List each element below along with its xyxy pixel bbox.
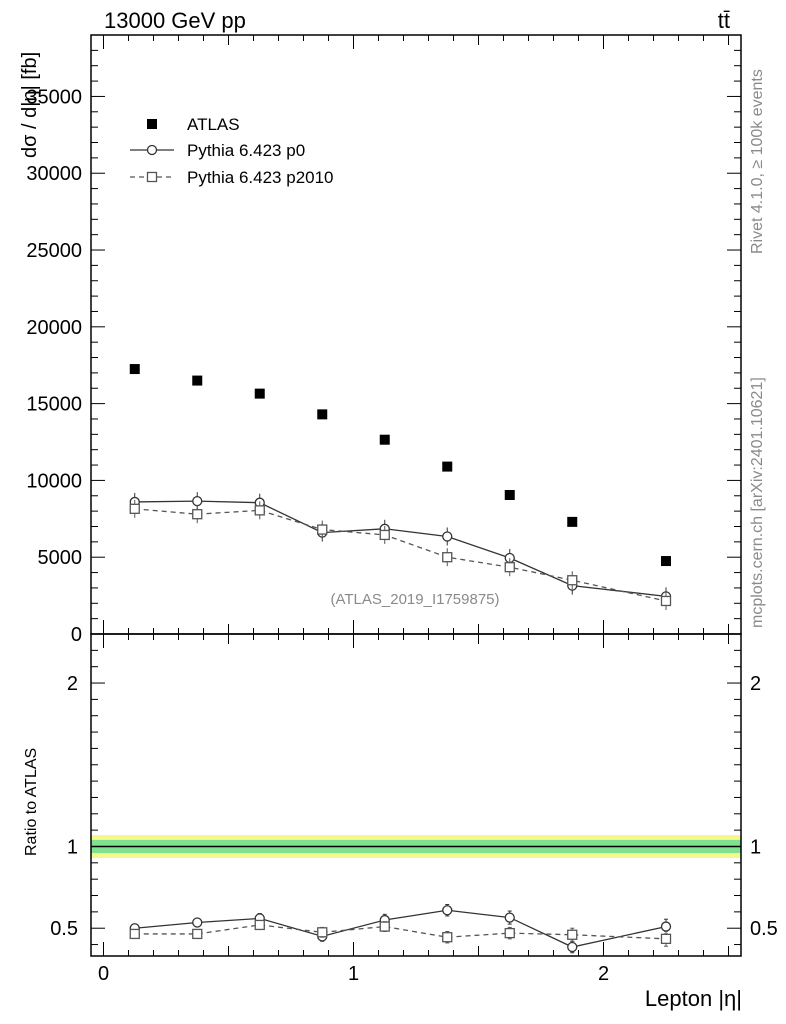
ratio-point [504,927,515,939]
data-point [661,556,671,567]
axes-ticks: 0 1 2 0 5000 10000 15000 20000 25000 30000 35000 0.… [26,34,778,985]
x-tick-label: 0 [98,963,109,985]
y-tick-label: 20000 [26,317,82,339]
data-point [192,509,203,520]
ratio-y-tick-label: 1 [67,836,78,858]
y-tick-label: 5000 [38,547,83,569]
main-ylabel: dσ / d|η| [fb] [19,52,41,158]
data-point [254,505,265,516]
y-tick-label: 10000 [26,470,82,492]
ratio-uncertainty-band [91,835,741,858]
y-tick-label: 15000 [26,394,82,416]
ratio-ylabel: Ratio to ATLAS [23,748,40,856]
data-point [317,409,328,420]
side-label-bottom: mcplots.cern.ch [arXiv:2401.10621] [749,377,766,628]
y-tick-label: 30000 [26,163,82,185]
data-point [660,595,672,607]
x-axis-label: Lepton |η| [645,986,742,1011]
data-point [317,524,328,535]
legend-marker [147,119,157,129]
ratio-y-tick-label: 2 [67,673,78,695]
ratio-y-tick-label-right: 1 [750,836,761,858]
analysis-id-label: (ATLAS_2019_I1759875) [330,591,499,608]
ratio-panel-marks [129,904,672,954]
series-line-1 [134,500,667,598]
legend: ATLAS Pythia 6.423 p0 Pythia 6.423 p2010 [130,115,334,187]
x-tick-label: 1 [348,963,359,985]
data-point [567,575,578,586]
data-point [379,529,390,541]
ratio-point [254,919,265,931]
data-point [504,562,515,573]
y-tick-label: 25000 [26,240,82,262]
ratio-point [660,933,672,944]
main-panel-marks [129,364,672,610]
ratio-point [504,912,515,923]
ratio-panel-frame [90,633,742,957]
ratio-y-tick-label: 0.5 [50,918,78,940]
legend-label: Pythia 6.423 p0 [187,141,305,160]
data-point [442,461,453,472]
x-tick-label: 2 [598,963,609,985]
side-label-top: Rivet 4.1.0, ≥ 100k events [749,69,766,254]
data-point [442,531,453,542]
data-point [442,552,453,563]
y-tick-label: 0 [71,624,82,646]
legend-label: Pythia 6.423 p2010 [187,168,334,187]
ratio-line-1 [134,924,667,940]
process-label: tt̄ [718,8,730,33]
ratio-point [192,917,203,928]
ratio-point [660,921,672,932]
ratio-point [442,932,453,943]
ratio-point [379,921,390,932]
data-point [192,495,203,507]
ratio-line-0 [134,909,667,948]
data-point [379,434,390,445]
data-point [129,364,140,375]
data-point [254,388,265,399]
ratio-point [567,941,578,953]
data-point [192,375,203,386]
y-tick-label: 35000 [26,86,82,108]
legend-label: ATLAS [187,115,240,134]
legend-marker [146,171,158,183]
ratio-point [317,927,328,938]
data-point [129,503,140,514]
data-point [504,490,515,501]
energy-label: 13000 GeV pp [104,8,246,33]
ratio-y-tick-label-right: 2 [750,673,761,695]
data-point [567,516,578,527]
ratio-point [442,905,453,916]
ratio-point [192,928,203,940]
ratio-y-tick-label-right: 0.5 [750,918,778,940]
legend-marker [146,144,158,156]
ratio-point [567,929,578,940]
ratio-point [129,928,140,940]
